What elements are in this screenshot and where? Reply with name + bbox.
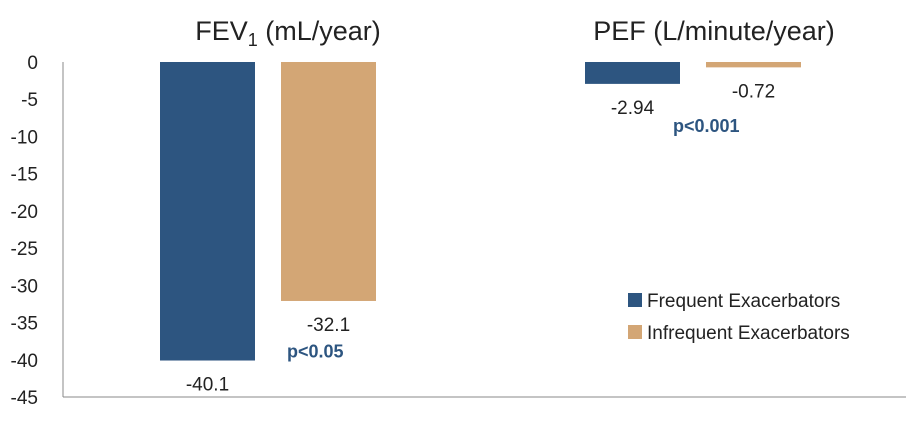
legend-swatch (628, 293, 642, 307)
y-tick-label: -45 (11, 388, 38, 409)
bars (160, 62, 801, 361)
panel-titles: FEV1 (mL/year) PEF (L/minute/year) (195, 16, 835, 50)
data-label: -0.72 (732, 81, 775, 102)
bar-2-frequent-exacerbators (585, 62, 680, 84)
significance-label: p<0.001 (673, 116, 740, 136)
data-label: -2.94 (611, 98, 655, 119)
legend-swatch (628, 325, 642, 339)
significance-label: p<0.05 (287, 342, 344, 362)
data-label: -40.1 (186, 375, 229, 396)
data-label: -32.1 (307, 315, 350, 336)
bar-1-frequent-exacerbators (160, 62, 255, 361)
y-tick-label: -20 (11, 202, 38, 223)
legend-label: Frequent Exacerbators (647, 291, 840, 312)
panel-title: PEF (L/minute/year) (593, 16, 835, 46)
legend-label: Infrequent Exacerbators (647, 323, 850, 344)
bar-2-infrequent-exacerbators (706, 62, 801, 68)
y-tick-label: -30 (11, 276, 38, 297)
y-tick-label: -5 (21, 90, 38, 111)
panel-title: FEV1 (mL/year) (195, 16, 381, 50)
title-subscript: 1 (248, 30, 258, 50)
title-rest: (mL/year) (258, 16, 381, 46)
y-axis: 0 -5 -10 -15 -20 -25 -30 -35 -40 -45 (11, 53, 906, 409)
y-tick-label: 0 (27, 53, 38, 74)
y-tick-label: -15 (11, 165, 38, 186)
data-labels: -40.1 -32.1 p<0.05 -2.94 -0.72 p<0.001 (186, 81, 775, 395)
y-tick-label: -40 (11, 351, 38, 372)
bar-1-infrequent-exacerbators (281, 62, 376, 301)
y-tick-label: -25 (11, 239, 38, 260)
legend: Frequent Exacerbators Infrequent Exacerba… (628, 291, 850, 344)
y-tick-label: -35 (11, 314, 38, 335)
y-tick-label: -10 (11, 127, 38, 148)
title-main: PEF (L/minute/year) (593, 16, 835, 46)
title-main: FEV (195, 16, 248, 46)
